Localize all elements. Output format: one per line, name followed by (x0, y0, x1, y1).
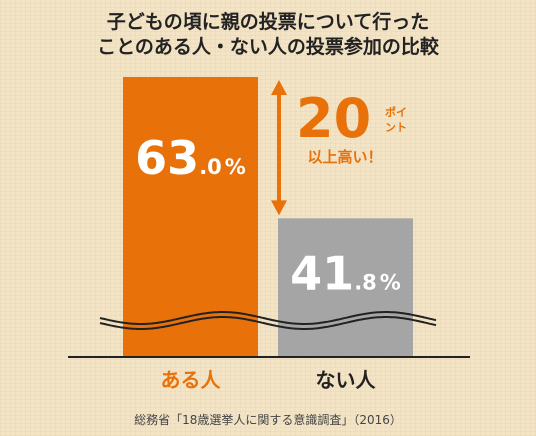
break-wave-line-1 (99, 311, 437, 325)
difference-note: 以上高い！ (307, 148, 382, 166)
value-main: 63 (135, 131, 199, 185)
value-label-1: 63.0% (135, 131, 246, 185)
difference-unit-line-2: ント (385, 121, 407, 134)
value-decimal: .0 (199, 155, 222, 179)
bars-group (123, 77, 413, 357)
difference-unit-line-1: ポイ (385, 105, 407, 119)
bar-2 (278, 218, 413, 357)
chart-title-line-2: ことのある人・ない人の投票参加の比較 (97, 35, 440, 58)
value-unit: % (380, 270, 401, 294)
break-wave-line-2 (99, 316, 437, 330)
value-decimal: .8 (354, 270, 377, 294)
value-label-2: 41.8% (290, 246, 401, 300)
category-label-1: ある人 (161, 368, 222, 392)
value-main: 41 (290, 246, 354, 300)
axis-break-wave (99, 311, 437, 330)
difference-arrow-head-down (271, 200, 287, 216)
chart-title-line-1: 子どもの頃に親の投票について行った (107, 10, 429, 33)
source-note: 総務省「18歳選挙人に関する意識調査」（2016） (134, 412, 402, 427)
value-unit: % (225, 155, 246, 179)
bar-1 (123, 77, 258, 357)
value-labels-group: 63.0 % ある人 41.8 % ない人 (135, 131, 401, 392)
difference-value: 20 (296, 87, 371, 150)
difference-arrow-head-up (271, 80, 287, 95)
category-label-2: ない人 (316, 368, 377, 392)
